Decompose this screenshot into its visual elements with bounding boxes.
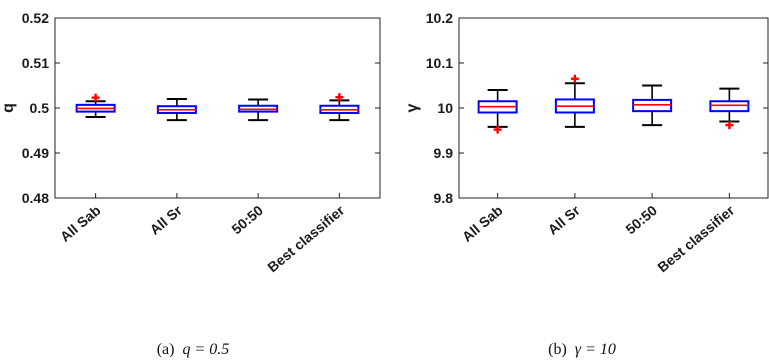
x-tick-label: All Sab	[57, 202, 104, 245]
x-tick-label: All Sr	[544, 202, 583, 238]
caption-b-math: γ = 10	[575, 341, 616, 358]
outlier-marker	[335, 93, 344, 102]
box-0	[75, 93, 116, 118]
box-3	[709, 87, 750, 130]
box-3	[319, 93, 360, 122]
caption-a-math: q = 0.5	[182, 341, 229, 358]
plot-frame	[458, 17, 769, 199]
x-tick-label: 50:50	[228, 202, 266, 237]
x-tick-label: Best classifier	[654, 202, 737, 276]
x-tick-label: 50:50	[622, 202, 660, 237]
box-2	[632, 84, 673, 127]
y-tick-label: 10.2	[426, 10, 453, 26]
caption-b: (b) γ = 10	[548, 341, 616, 358]
box-1	[554, 74, 595, 128]
y-tick-label: 10	[437, 100, 453, 116]
panel-b: 9.8 9.9 10 10.1 10.2 γ All Sab All Sr 50:50Best …	[404, 10, 769, 276]
x-tick-label: All Sr	[146, 202, 185, 238]
x-tick-label: All Sab	[459, 202, 506, 245]
y-axis-label: γ	[404, 103, 421, 112]
y-tick-label: 0.5	[30, 100, 50, 116]
y-tick-label: 0.52	[22, 10, 49, 26]
box-2	[238, 98, 279, 122]
y-tick-label: 0.49	[22, 145, 49, 161]
outlier-marker	[91, 93, 100, 102]
box-0	[477, 89, 518, 134]
y-tick-label: 0.48	[22, 190, 49, 206]
outlier-marker	[493, 125, 502, 134]
box-1	[156, 98, 197, 122]
y-tick-label: 9.8	[434, 190, 454, 206]
box-iqr	[709, 100, 750, 113]
outlier-marker	[725, 121, 734, 130]
panel-a: 0.48 0.49 0.5 0.51 0.52 q All Sab All Sr 50:50Be…	[0, 10, 381, 276]
y-axis-label: q	[0, 103, 17, 113]
x-tick-label: Best classifier	[264, 202, 347, 276]
y-tick-label: 10.1	[426, 55, 453, 71]
y-tick-label: 0.51	[22, 55, 49, 71]
outlier-marker	[570, 74, 579, 83]
caption-a: (a) q = 0.5	[157, 341, 230, 358]
y-tick-label: 9.9	[434, 145, 454, 161]
caption-a-label: (a)	[157, 341, 175, 358]
caption-b-label: (b)	[548, 341, 567, 358]
